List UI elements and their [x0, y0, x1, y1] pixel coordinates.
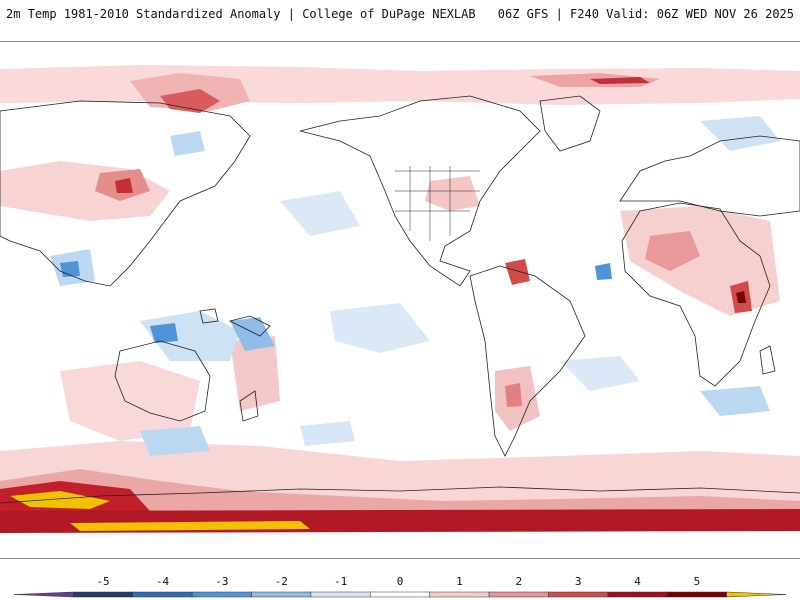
colorbar-segment: [13, 591, 74, 598]
colorbar-segment: [488, 591, 549, 598]
colorbar-segment: [191, 591, 252, 598]
map-title: 2m Temp 1981-2010 Standardized Anomaly |…: [6, 7, 476, 21]
colorbar-tick-label: -2: [275, 575, 288, 588]
colorbar-segment: [310, 591, 371, 598]
colorbar-segment: [73, 591, 134, 598]
colorbar-tick-label: 4: [634, 575, 641, 588]
colorbar-tick-label: 2: [515, 575, 522, 588]
outline-asia: [0, 100, 251, 287]
colorbar-segment: [548, 591, 609, 598]
header-bar: 2m Temp 1981-2010 Standardized Anomaly |…: [0, 0, 800, 40]
cool-anomaly-fields: [50, 116, 780, 456]
colorbar-segment: [370, 591, 430, 598]
colorbar-segment: [666, 591, 727, 598]
outline-greenland: [539, 95, 601, 152]
colorbar-segment: [429, 591, 490, 598]
colorbar-tick-label: -1: [334, 575, 347, 588]
colorbar-tick-label: -5: [96, 575, 109, 588]
warm-anomaly-fields: [0, 65, 800, 533]
outline-antarctica: [0, 486, 800, 504]
colorbar-tick-label: 3: [575, 575, 582, 588]
outline-north-america: [299, 95, 541, 287]
colorbar-segment: [251, 591, 312, 598]
outline-europe: [619, 135, 800, 217]
colorbar-tick-label: -4: [156, 575, 170, 588]
anomaly-map: [0, 41, 800, 559]
outline-africa: [621, 202, 771, 387]
outline-south-america: [469, 265, 586, 457]
colorbar-tick-label: 1: [456, 575, 463, 588]
model-valid-time: 06Z GFS | F240 Valid: 06Z WED NOV 26 202…: [497, 7, 794, 21]
colorbar-segment: [132, 591, 193, 598]
colorbar-tick-label: -3: [215, 575, 228, 588]
map-canvas: [0, 41, 800, 559]
outline-islands: [199, 308, 776, 422]
colorbar-segment: [607, 591, 668, 598]
outline-north-america-states: [395, 166, 480, 241]
colorbar-svg: -5 -4 -3 -2 -1 0 1 2 3 4 5: [13, 575, 787, 598]
colorbar-legend: -5 -4 -3 -2 -1 0 1 2 3 4 5: [0, 566, 800, 600]
outline-australia: [114, 340, 211, 422]
colorbar-segment: [726, 591, 787, 598]
colorbar-tick-label: 0: [397, 575, 404, 588]
colorbar-tick-label: 5: [694, 575, 701, 588]
continent-outlines: [0, 95, 800, 504]
